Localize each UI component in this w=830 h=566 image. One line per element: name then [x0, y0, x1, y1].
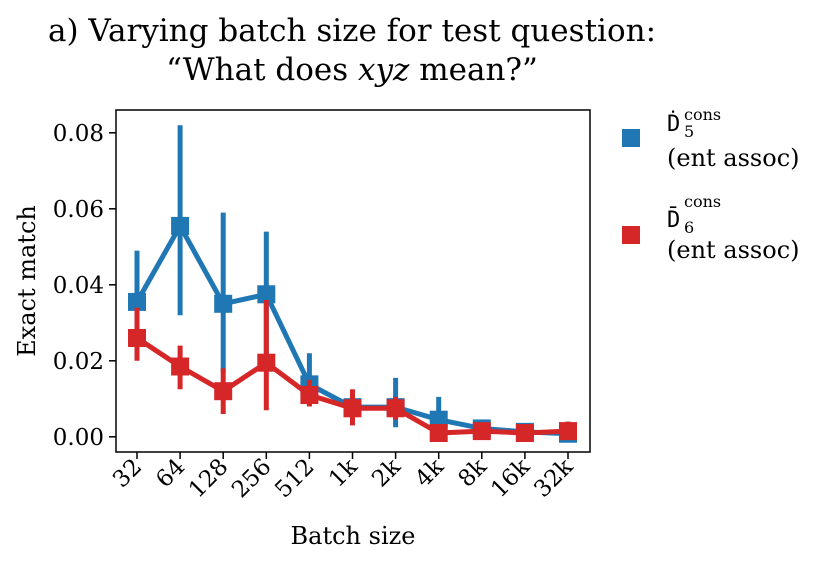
data-point — [128, 292, 146, 311]
chart-title-line1: a) Varying batch size for test question: — [48, 13, 656, 49]
x-tick-label: 2k — [367, 453, 406, 492]
data-point — [257, 353, 276, 372]
x-tick-label: 256 — [227, 454, 276, 503]
x-tick-label: 128 — [184, 454, 233, 503]
legend: Ḋ cons 5 (ent assoc) D̄ cons 6 (ent asso… — [622, 105, 800, 264]
data-point — [257, 285, 276, 304]
data-point — [472, 422, 491, 441]
x-tick-label: 32 — [108, 454, 147, 493]
legend-symbol-series-1: Ḋ — [667, 111, 680, 137]
x-tick-label: 512 — [270, 454, 319, 503]
x-tick-label: 16k — [486, 453, 536, 503]
legend-sub-series-1: 5 — [684, 122, 694, 141]
data-point — [214, 294, 233, 313]
data-point — [429, 424, 448, 442]
y-tick-label: 0.02 — [53, 349, 104, 375]
data-point — [171, 216, 190, 235]
legend-symbol-series-2: D̄ — [667, 207, 680, 233]
legend-marker-series-2 — [622, 226, 640, 244]
legend-label-series-1: (ent assoc) — [667, 144, 800, 172]
y-tick-label: 0.08 — [53, 121, 104, 147]
series-2 — [128, 300, 577, 442]
x-tick-label: 64 — [151, 454, 190, 493]
x-tick-label: 8k — [453, 453, 492, 492]
data-point — [386, 399, 405, 418]
y-tick-label: 0.04 — [53, 273, 104, 299]
x-axis-label: Batch size — [291, 522, 416, 550]
y-axis: 0.00 0.02 0.04 0.06 0.08 — [53, 121, 116, 451]
data-point — [559, 422, 577, 441]
legend-sup-series-2: cons — [684, 192, 721, 211]
x-tick-label: 1k — [324, 453, 363, 492]
chart-title-line2: “What does xyz mean?” — [166, 52, 538, 88]
x-tick-label: 4k — [410, 453, 449, 492]
y-axis-label: Exact match — [13, 205, 41, 357]
data-point — [214, 382, 233, 401]
legend-sup-series-1: cons — [684, 105, 721, 124]
data-point — [171, 357, 190, 376]
data-point — [515, 424, 534, 442]
legend-label-series-2: (ent assoc) — [667, 236, 800, 264]
data-point — [300, 386, 319, 404]
y-tick-label: 0.06 — [53, 197, 104, 223]
series-layer — [128, 125, 577, 443]
y-tick-label: 0.00 — [53, 425, 104, 451]
x-tick-label: 32k — [529, 453, 579, 503]
data-point — [343, 399, 362, 418]
legend-sub-series-2: 6 — [684, 218, 694, 237]
data-point — [128, 329, 146, 347]
legend-marker-series-1 — [622, 129, 640, 147]
